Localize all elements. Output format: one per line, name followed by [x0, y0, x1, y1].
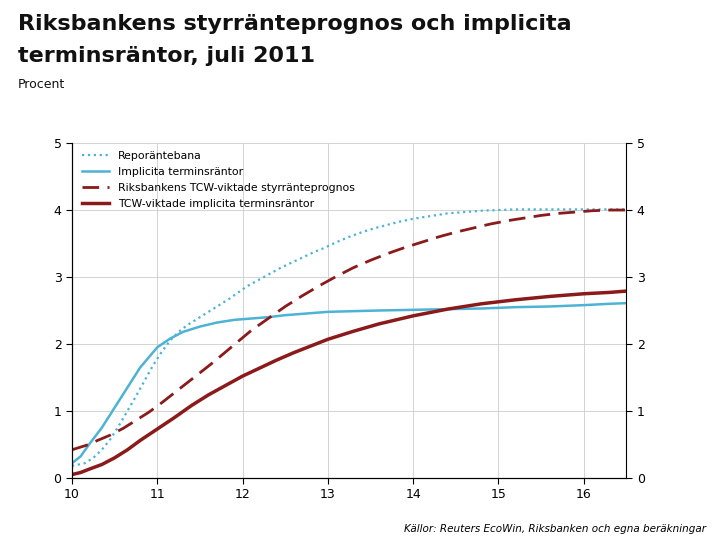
Text: RIKSBANK: RIKSBANK [649, 113, 689, 120]
Text: terminsräntor, juli 2011: terminsräntor, juli 2011 [18, 46, 315, 66]
Text: Källor: Reuters EcoWin, Riksbanken och egna beräkningar: Källor: Reuters EcoWin, Riksbanken och e… [404, 523, 706, 534]
Legend: Reporäntebana, Implicita terminsräntor, Riksbankens TCW-viktade styrränteprognos: Reporäntebana, Implicita terminsräntor, … [78, 146, 359, 213]
Text: SVERIGES: SVERIGES [649, 98, 688, 104]
Text: Riksbankens styrränteprognos och implicita: Riksbankens styrränteprognos och implici… [18, 14, 572, 33]
Text: Procent: Procent [18, 78, 66, 91]
